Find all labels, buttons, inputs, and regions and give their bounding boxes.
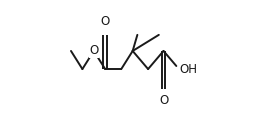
Text: O: O [89, 44, 98, 57]
Text: O: O [159, 94, 168, 107]
Text: OH: OH [180, 63, 197, 76]
Text: O: O [101, 15, 110, 28]
